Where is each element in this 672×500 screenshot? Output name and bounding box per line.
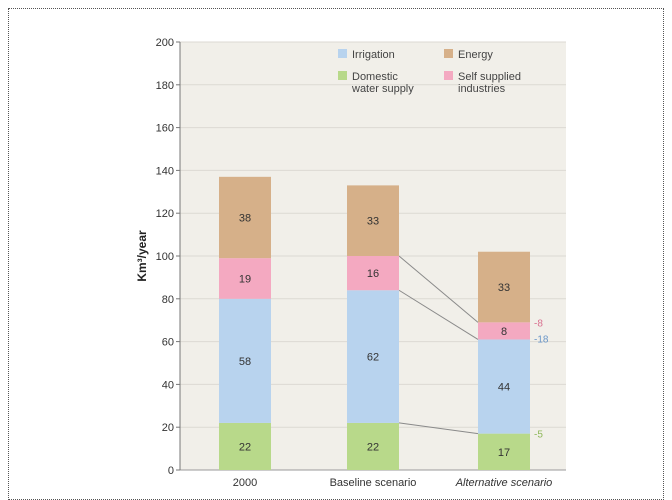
data-labels: 22 58 19 38 22 62 16 33 17 44 8 33 [239, 212, 510, 458]
bar-value-label: 22 [239, 441, 251, 453]
legend-label: Self supplied [458, 71, 521, 83]
y-tick-label: 40 [162, 379, 174, 391]
bar-value-label: 33 [498, 282, 510, 294]
connector-line [398, 289, 479, 340]
bar-segment [347, 290, 399, 423]
connector-lines [398, 255, 479, 435]
bar-value-label: 19 [239, 273, 251, 285]
bar-segment [219, 176, 271, 259]
legend-label: industries [458, 83, 506, 95]
x-tick-label: Alternative scenario [455, 477, 553, 489]
bar-value-label: 16 [367, 268, 379, 280]
y-tick-label: 60 [162, 337, 174, 349]
x-tick-label: Baseline scenario [330, 477, 417, 489]
y-tick-label: 0 [168, 465, 174, 477]
x-tick-label: 2000 [233, 477, 257, 489]
bar-segment [478, 322, 530, 340]
y-tick-label: 180 [156, 80, 174, 92]
y-axis-label: Km³/year [135, 230, 149, 282]
legend-label: Energy [458, 49, 493, 61]
legend-swatch [338, 71, 347, 80]
change-annotation: -5 [534, 430, 543, 441]
bar-value-label: 38 [239, 212, 251, 224]
bar-segment [478, 251, 530, 323]
bar-value-label: 22 [367, 441, 379, 453]
bar-segment [347, 422, 399, 470]
y-tick-label: 80 [162, 294, 174, 306]
legend-label: water supply [351, 83, 414, 95]
bar-value-label: 58 [239, 356, 251, 368]
y-tick-label: 20 [162, 422, 174, 434]
bar-segment [347, 256, 399, 291]
bar-segment [478, 433, 530, 470]
bars [219, 176, 530, 470]
change-annotations: -8 -18 -5 [534, 318, 549, 440]
legend-label: Irrigation [352, 49, 395, 61]
bar-value-label: 33 [367, 216, 379, 228]
y-tick-label: 160 [156, 123, 174, 135]
bar-value-label: 44 [498, 382, 510, 394]
bar-segment [219, 298, 271, 423]
change-annotation: -8 [534, 318, 543, 329]
y-tick-label: 120 [156, 208, 174, 220]
bar-segment [347, 185, 399, 256]
y-tick-label: 100 [156, 251, 174, 263]
bar-value-label: 62 [367, 352, 379, 364]
y-axis: 0 20 40 60 80 100 120 140 160 180 200 [156, 37, 181, 477]
legend-swatch [444, 71, 453, 80]
bar-segment [219, 422, 271, 470]
bar-value-label: 8 [501, 326, 507, 338]
connector-line [398, 422, 479, 435]
connector-line [398, 255, 479, 323]
y-tick-label: 200 [156, 37, 174, 49]
legend-swatch [444, 49, 453, 58]
bar-value-label: 17 [498, 447, 510, 459]
x-axis: 2000 Baseline scenario Alternative scenari… [233, 477, 553, 489]
bar-segment [219, 258, 271, 299]
y-tick-label: 140 [156, 165, 174, 177]
bar-segment [478, 339, 530, 434]
change-annotation: -18 [534, 334, 549, 345]
legend-swatch [338, 49, 347, 58]
legend-label: Domestic [352, 71, 398, 83]
